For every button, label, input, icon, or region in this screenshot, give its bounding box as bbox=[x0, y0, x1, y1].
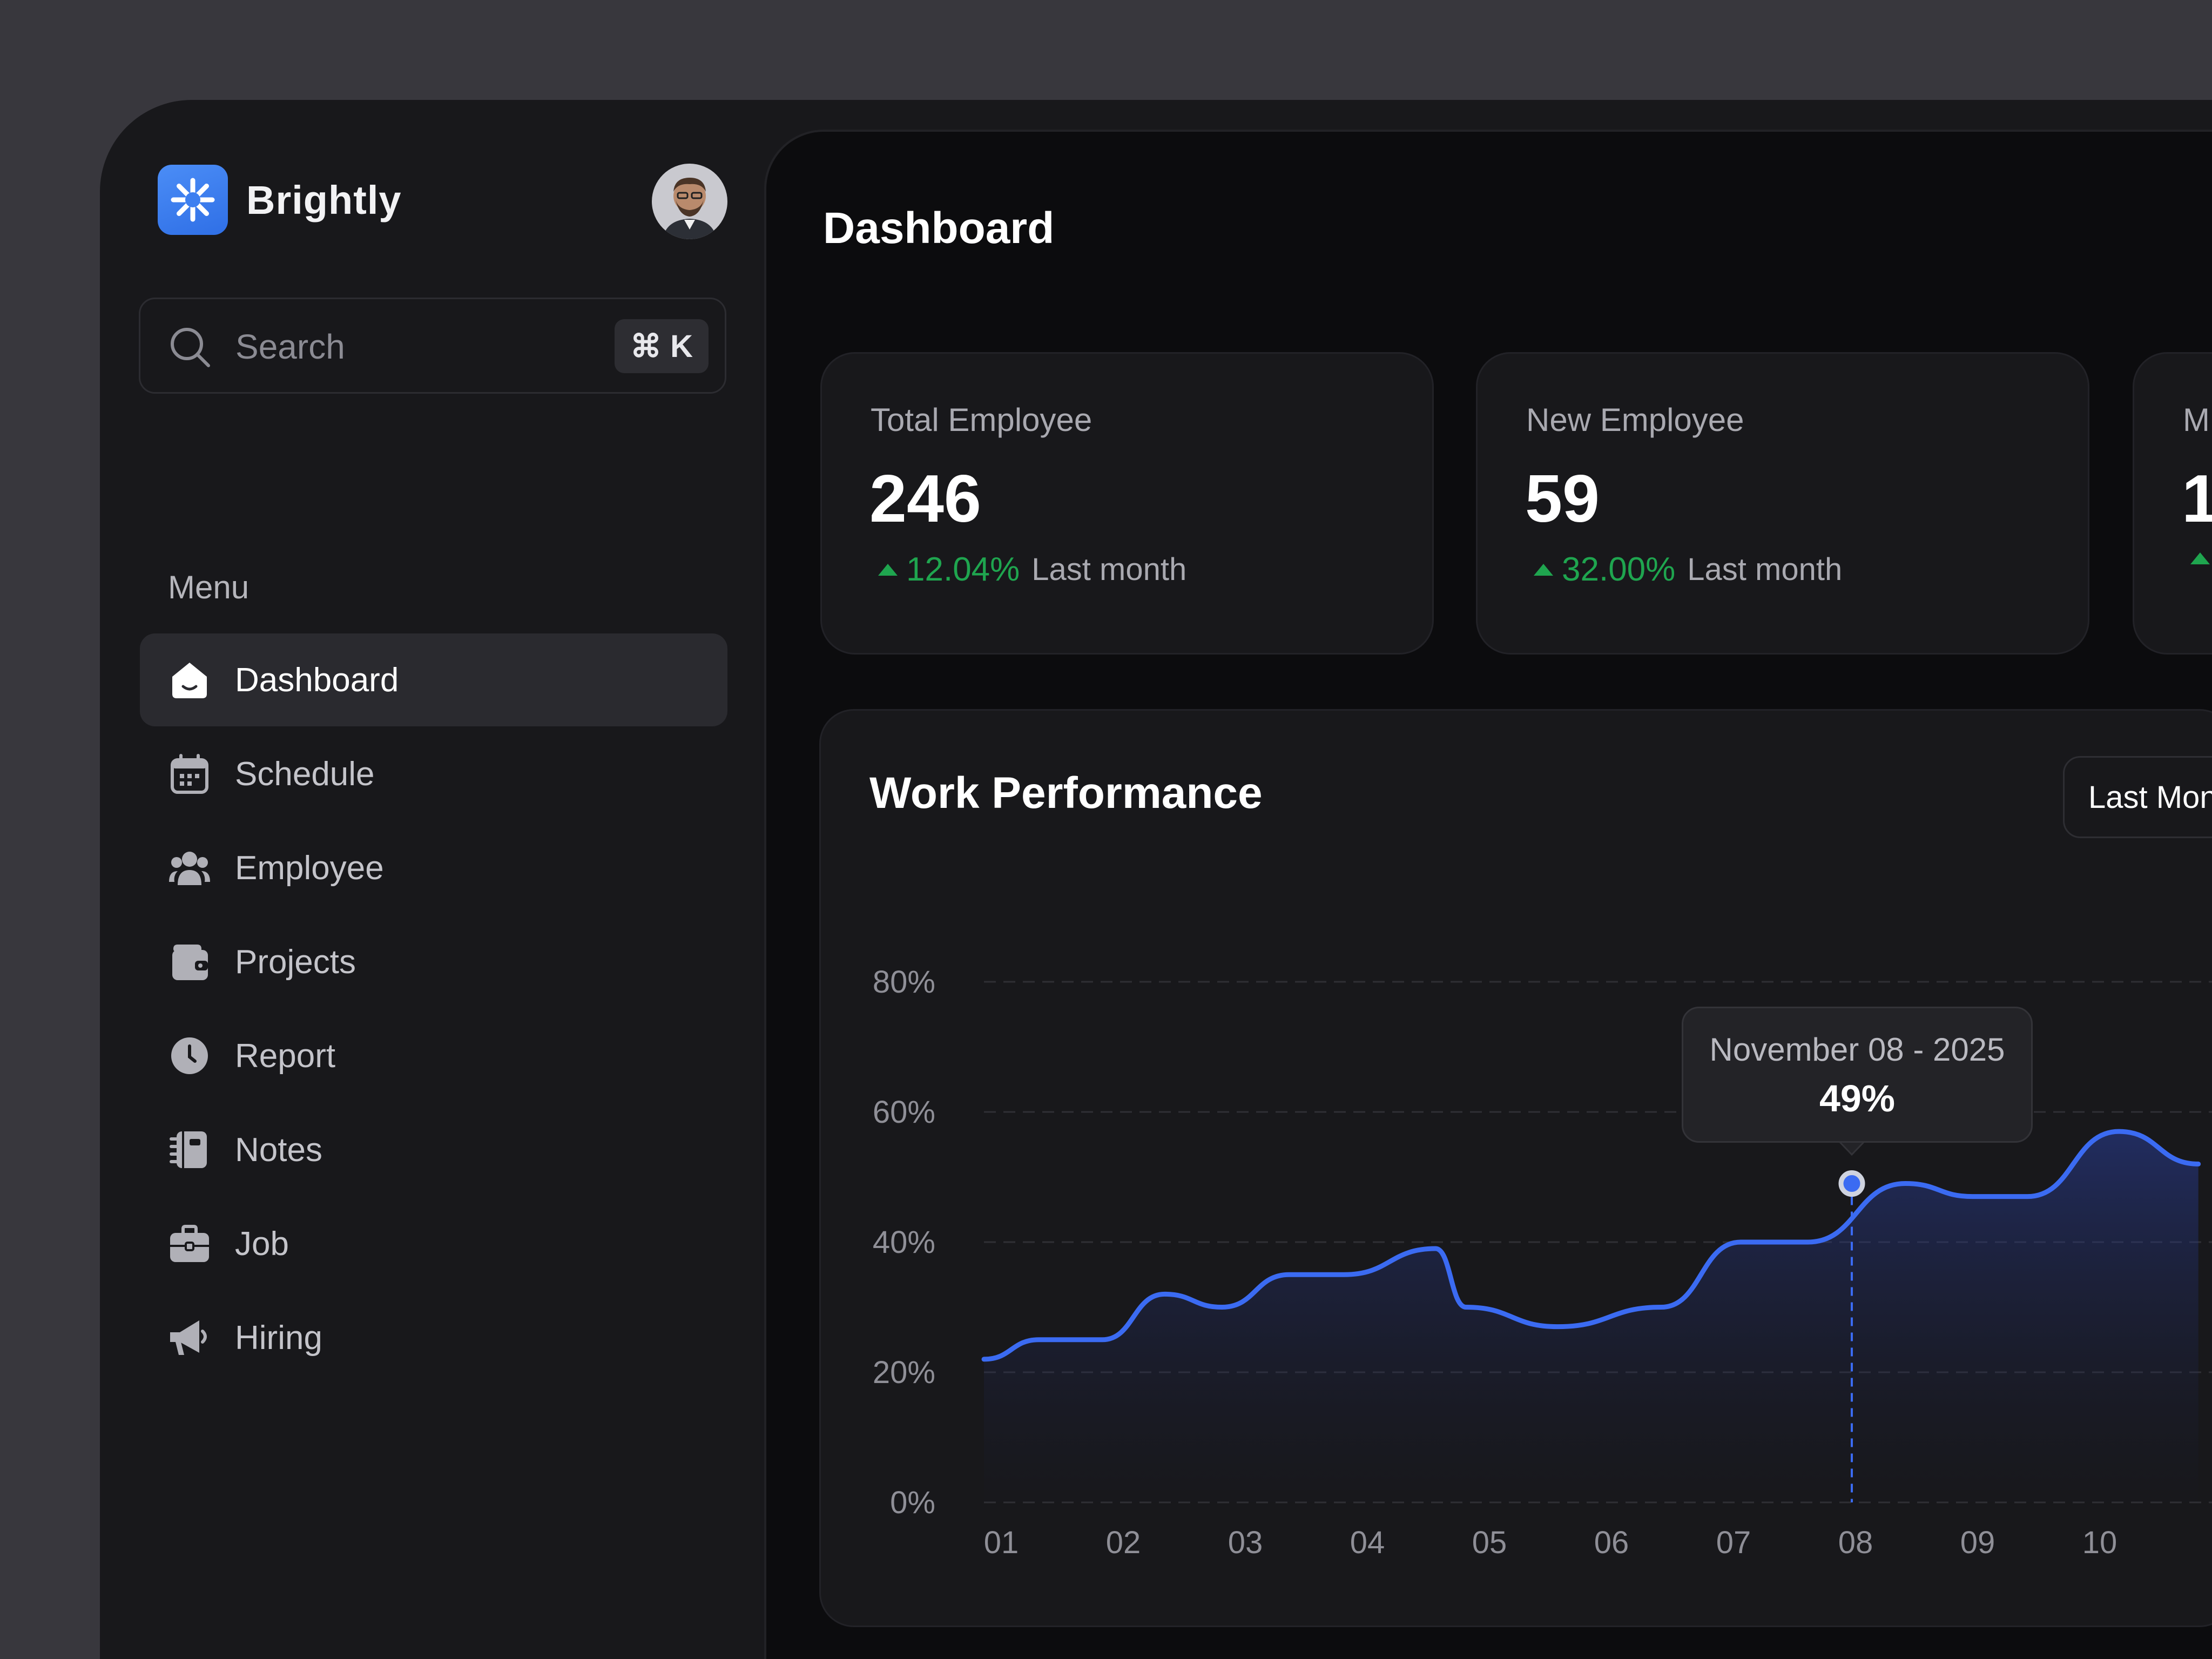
page-title: Dashboard bbox=[823, 204, 1055, 253]
menu-section-label: Menu bbox=[168, 569, 249, 605]
stat-card-new-employee[interactable]: New Employee 59 32.00% Last month bbox=[1476, 352, 2089, 655]
sidebar-item-notes[interactable]: Notes bbox=[140, 1103, 727, 1196]
x-tick-label: 05 bbox=[1472, 1525, 1507, 1560]
sidebar-item-report[interactable]: Report bbox=[140, 1009, 727, 1102]
sidebar-item-projects[interactable]: Projects bbox=[140, 915, 727, 1008]
stat-delta-value: 12.04% bbox=[906, 551, 1020, 588]
stat-label: New Employee bbox=[1526, 402, 1744, 438]
briefcase-icon bbox=[168, 1222, 211, 1265]
x-tick-label: 10 bbox=[2082, 1525, 2117, 1560]
sidebar-item-label: Schedule bbox=[235, 755, 375, 793]
work-performance-chart: 80% 60% 40% 20% 0% 01 02 03 04 05 06 07 08 09 10 bbox=[873, 965, 2212, 1560]
stat-delta: 12.04% Last month bbox=[876, 550, 1186, 589]
y-tick-label: 20% bbox=[873, 1355, 935, 1390]
stat-delta-label: Last month bbox=[1687, 552, 1843, 587]
stat-card-total-employee[interactable]: Total Employee 246 12.04% Last month bbox=[820, 352, 1434, 655]
stat-delta-value: 32.00% bbox=[1562, 551, 1676, 588]
stat-card-partial[interactable]: M 1 bbox=[2133, 352, 2212, 655]
date-range-select[interactable]: Last Mon bbox=[2063, 756, 2212, 838]
y-tick-label: 60% bbox=[873, 1095, 935, 1130]
search-icon bbox=[171, 328, 210, 367]
sidebar-item-label: Hiring bbox=[235, 1319, 322, 1357]
x-tick-label: 06 bbox=[1594, 1525, 1629, 1560]
calendar-icon bbox=[168, 752, 211, 795]
sidebar-item-job[interactable]: Job bbox=[140, 1197, 727, 1290]
main-content: Dashboard Total Employee 246 12.04% Last… bbox=[764, 130, 2212, 1659]
search-input[interactable] bbox=[235, 321, 538, 373]
brand[interactable]: Brightly bbox=[158, 165, 402, 235]
sidebar-item-dashboard[interactable]: Dashboard bbox=[140, 633, 727, 726]
sidebar-item-label: Projects bbox=[235, 943, 356, 981]
work-performance-card: Work Performance Last Mon 80% 60% 40% 20% 0%… bbox=[819, 709, 2212, 1627]
sidebar-item-label: Notes bbox=[235, 1131, 322, 1169]
users-icon bbox=[168, 846, 211, 889]
chart-tooltip: November 08 - 2025 49% bbox=[1682, 1007, 2033, 1143]
brand-name: Brightly bbox=[246, 177, 402, 222]
stat-delta: 32.00% Last month bbox=[1532, 550, 1842, 589]
y-tick-label: 40% bbox=[873, 1225, 935, 1260]
stat-value: 246 bbox=[869, 462, 981, 536]
user-avatar[interactable] bbox=[652, 164, 727, 239]
tooltip-pointer bbox=[1837, 1140, 1867, 1156]
search-shortcut-badge: ⌘ K bbox=[615, 319, 709, 373]
brand-logo-icon bbox=[158, 165, 228, 235]
trend-up-icon bbox=[2190, 552, 2210, 564]
stat-label: M bbox=[2183, 402, 2210, 438]
chart-area bbox=[984, 1131, 2198, 1502]
x-tick-label: 04 bbox=[1350, 1525, 1385, 1560]
stat-value: 59 bbox=[1525, 462, 1600, 536]
megaphone-icon bbox=[168, 1316, 211, 1359]
x-tick-label: 07 bbox=[1716, 1525, 1751, 1560]
stat-label: Total Employee bbox=[871, 402, 1092, 438]
x-tick-label: 03 bbox=[1228, 1525, 1263, 1560]
sidebar-item-employee[interactable]: Employee bbox=[140, 821, 727, 914]
sidebar-item-schedule[interactable]: Schedule bbox=[140, 727, 727, 820]
app-window: Brightly ⌘ K Menu bbox=[100, 100, 2212, 1659]
chart-highlight-point[interactable] bbox=[1838, 1170, 1865, 1197]
sidebar-item-label: Job bbox=[235, 1225, 289, 1263]
y-tick-label: 0% bbox=[890, 1485, 935, 1520]
tooltip-value: 49% bbox=[1819, 1077, 1896, 1120]
search-box[interactable]: ⌘ K bbox=[139, 298, 726, 394]
sidebar-item-label: Dashboard bbox=[235, 661, 399, 699]
home-icon bbox=[168, 658, 211, 702]
stat-value: 1 bbox=[2182, 462, 2212, 536]
wallet-icon bbox=[168, 940, 211, 983]
sidebar-item-hiring[interactable]: Hiring bbox=[140, 1291, 727, 1384]
clock-icon bbox=[168, 1034, 211, 1077]
x-tick-label: 02 bbox=[1106, 1525, 1141, 1560]
x-tick-label: 01 bbox=[984, 1525, 1019, 1560]
chart-series-line bbox=[981, 1129, 2201, 1362]
trend-up-icon bbox=[1534, 563, 1553, 576]
tooltip-date: November 08 - 2025 bbox=[1709, 1031, 2005, 1068]
sidebar: Brightly ⌘ K Menu bbox=[100, 100, 764, 1659]
x-tick-label: 08 bbox=[1838, 1525, 1873, 1560]
notebook-icon bbox=[168, 1128, 211, 1171]
stat-delta-label: Last month bbox=[1031, 552, 1187, 587]
x-tick-label: 09 bbox=[1960, 1525, 1995, 1560]
y-tick-label: 80% bbox=[873, 965, 935, 1000]
sidebar-item-label: Employee bbox=[235, 849, 384, 887]
sidebar-item-label: Report bbox=[235, 1037, 336, 1075]
stat-delta bbox=[2188, 550, 2212, 567]
chart-title: Work Performance bbox=[869, 768, 1263, 818]
trend-up-icon bbox=[878, 563, 898, 576]
